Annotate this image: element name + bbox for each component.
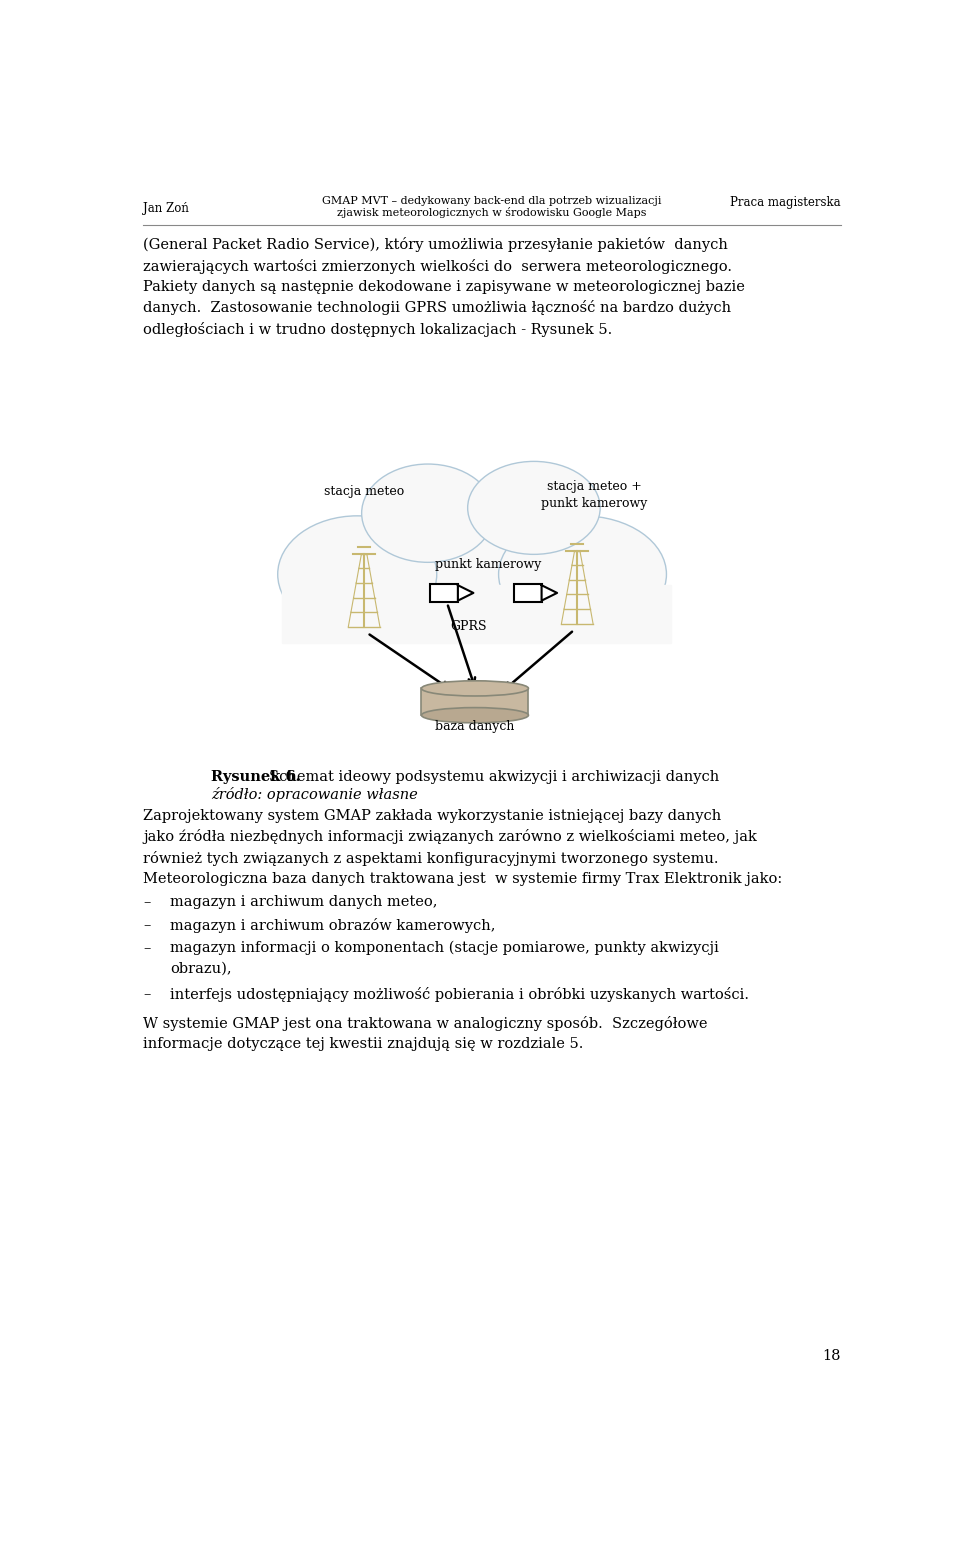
Text: stacja meteo: stacja meteo	[324, 485, 404, 499]
Text: punkt kamerowy: punkt kamerowy	[435, 559, 541, 572]
Ellipse shape	[468, 461, 600, 554]
Text: –: –	[143, 895, 151, 909]
Polygon shape	[541, 585, 557, 601]
Bar	[282, 585, 671, 643]
Text: stacja meteo +
punkt kamerowy: stacja meteo + punkt kamerowy	[541, 480, 647, 509]
Text: Jan Zoń: Jan Zoń	[143, 202, 189, 214]
Text: Zaprojektowany system GMAP zakłada wykorzystanie istniejącej bazy danych
jako źr: Zaprojektowany system GMAP zakłada wykor…	[143, 809, 757, 865]
Ellipse shape	[421, 680, 528, 696]
Text: interfejs udostępniający możliwość pobierania i obróbki uzyskanych wartości.: interfejs udostępniający możliwość pobie…	[170, 988, 750, 1002]
Text: (General Packet Radio Service), który umożliwia przesyłanie pakietów  danych
zaw: (General Packet Radio Service), który um…	[143, 238, 745, 337]
Text: magazyn i archiwum danych meteo,: magazyn i archiwum danych meteo,	[170, 895, 438, 909]
Ellipse shape	[277, 516, 437, 632]
Text: magazyn informacji o komponentach (stacje pomiarowe, punkty akwizycji
obrazu),: magazyn informacji o komponentach (stacj…	[170, 941, 719, 975]
Text: Meteorologiczna baza danych traktowana jest  w systemie firmy Trax Elektronik ja: Meteorologiczna baza danych traktowana j…	[143, 871, 782, 885]
Polygon shape	[458, 585, 473, 601]
Bar	[514, 584, 541, 603]
Text: źródło: opracowanie własne: źródło: opracowanie własne	[211, 787, 419, 801]
Text: Rysunek 6.: Rysunek 6.	[211, 770, 301, 784]
Text: W systemie GMAP jest ona traktowana w analogiczny sposób.  Szczegółowe
informacj: W systemie GMAP jest ona traktowana w an…	[143, 1016, 708, 1051]
Text: GMAP MVT – dedykowany back-end dla potrzeb wizualizacji: GMAP MVT – dedykowany back-end dla potrz…	[323, 196, 661, 205]
Text: GPRS: GPRS	[450, 620, 487, 634]
Text: zjawisk meteorologicznych w środowisku Google Maps: zjawisk meteorologicznych w środowisku G…	[337, 207, 647, 217]
Bar	[421, 688, 528, 716]
Text: –: –	[143, 941, 151, 955]
Ellipse shape	[333, 494, 620, 632]
Bar	[430, 584, 458, 603]
Text: –: –	[143, 988, 151, 1002]
Ellipse shape	[362, 464, 494, 562]
Ellipse shape	[421, 708, 528, 722]
Text: Schemat ideowy podsystemu akwizycji i archiwizacji danych: Schemat ideowy podsystemu akwizycji i ar…	[269, 770, 719, 784]
Text: –: –	[143, 918, 151, 932]
Text: baza danych: baza danych	[435, 721, 515, 733]
Text: 18: 18	[823, 1350, 841, 1364]
Text: Praca magisterska: Praca magisterska	[731, 196, 841, 208]
Text: magazyn i archiwum obrazów kamerowych,: magazyn i archiwum obrazów kamerowych,	[170, 918, 496, 933]
Ellipse shape	[498, 516, 666, 632]
